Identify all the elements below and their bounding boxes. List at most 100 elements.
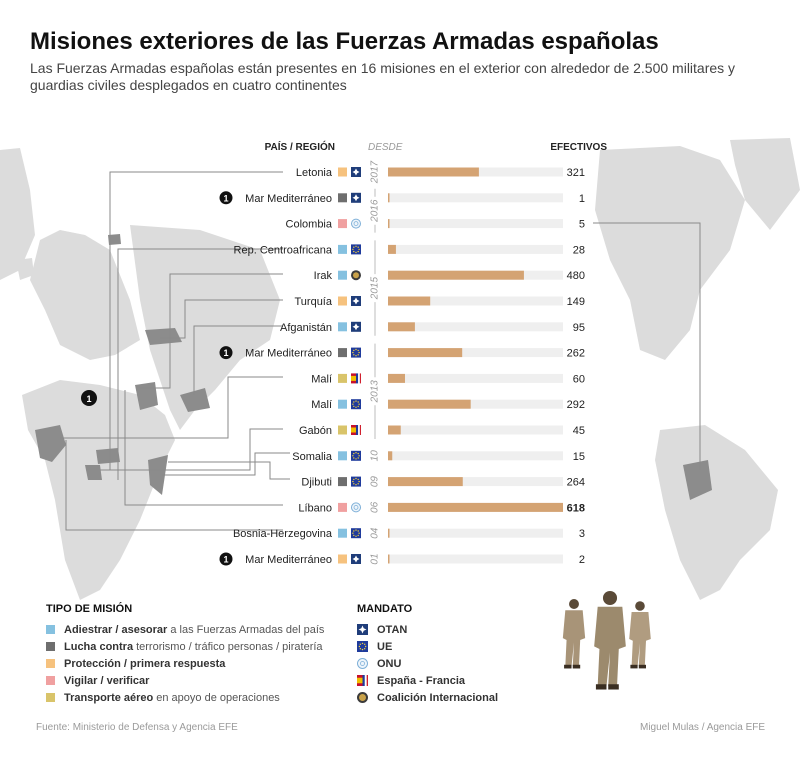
leader-line-7 [100,428,283,471]
onu-icon [357,658,368,669]
bar [388,296,431,306]
leader-line-5 [193,325,283,395]
country-label: Líbano [298,502,332,514]
value-label: 149 [567,296,585,308]
spain-france-flag-icon [351,373,361,384]
since-group: 06 [370,501,381,513]
iraq-highlight [135,382,158,410]
mandate-legend: MANDATO OTAN UE ONU España - Francia Coalici… [357,603,498,706]
bar [388,244,396,254]
mission-type-swatch [338,219,347,229]
mission-row: Mar Mediterráneo 1 262 [219,346,585,360]
value-label: 292 [567,399,585,411]
coalition-icon [357,692,368,703]
mission-legend-swatch [46,625,55,634]
since-group: 2015 [370,240,381,336]
country-label: Mar Mediterráneo [245,193,332,205]
onu-icon [357,658,368,669]
asia-shape [130,225,280,430]
mandate-legend-label: Coalición Internacional [377,691,499,704]
since-year-label: 04 [370,527,381,539]
country-label: Bosnia-Herzegovina [233,528,333,540]
since-year-label: 2016 [370,199,381,223]
since-group: 2013 [370,343,381,439]
mission-row: Somalia 15 [292,450,585,463]
bar-track [388,322,563,332]
mission-legend-item: Lucha contra terrorismo / tráfico persona… [46,638,324,655]
bar [388,502,563,512]
spain-france-flag-icon [357,675,368,686]
leader-line-4 [160,299,283,339]
leader-line-11 [65,440,283,531]
since-group: 04 [370,527,381,539]
mediterranean-marker-label: 1 [223,555,228,565]
bar-track [388,193,563,203]
mission-type-swatch [338,399,347,409]
mission-type-swatch [338,373,347,383]
mission-row: Gabón 45 [299,425,585,437]
mediterranean-marker [219,552,233,566]
since-group: 10 [370,450,381,462]
mission-row: Letonia 321 [296,167,585,179]
bar [388,322,415,332]
bar [388,477,463,487]
bar-track [388,425,563,435]
country-label: Gabón [299,425,332,437]
since-group: 2017 [370,160,381,184]
bar-track [388,373,563,383]
value-label: 45 [573,425,585,437]
mission-legend-item: Vigilar / verificar [46,672,324,689]
mandate-legend-item: UE [357,638,498,655]
bar-track [388,348,563,358]
bar [388,270,524,280]
mission-type-swatch [338,451,347,461]
since-year-label: 06 [370,501,381,513]
map-marker [81,390,97,406]
bar [388,193,390,203]
turkey-highlight [145,328,182,345]
leader-line-9 [168,461,290,480]
mission-type-swatch [338,244,347,254]
mission-legend-item: Protección / primera respuesta [46,655,324,672]
source-note: Fuente: Ministerio de Defensa y Agencia … [36,722,238,733]
europe-shape [30,230,140,360]
mission-type-swatch [338,502,347,512]
value-label: 1 [579,193,585,205]
bar-track [388,554,563,564]
mission-type-swatch [338,322,347,332]
ue-flag-icon [351,476,361,487]
country-label: Malí [311,373,332,385]
since-column-header: DESDE [368,142,403,153]
soldier-figure [594,590,626,690]
mission-row: Rep. Centroafricana 28 [234,244,585,256]
mission-row: Colombia 5 [286,218,585,231]
otan-icon [351,321,361,332]
small-island-shape [16,258,34,280]
leader-line-8 [162,452,290,476]
coalition-icon [351,270,361,281]
leader-line-10 [124,390,283,506]
bar [388,554,390,564]
value-label: 5 [579,219,585,231]
value-label: 264 [567,477,585,489]
mission-legend-detail: terrorismo / tráfico personas / piraterí… [136,640,323,653]
value-label: 321 [567,167,585,179]
credit-note: Miguel Mulas / Agencia EFE [640,722,766,733]
gabon-highlight [85,465,102,480]
otan-icon [351,296,361,306]
north-america-shape [595,146,745,360]
ue-flag-icon [351,399,361,410]
west-edge-shape [0,148,35,280]
since-year-label: 01 [370,553,381,564]
country-column-header: PAÍS / REGIÓN [265,140,335,153]
otan-icon [357,624,368,635]
bar-track [388,477,563,487]
bar [388,373,405,383]
bar-track [388,296,563,306]
somalia-highlight [148,455,168,495]
leader-lines [60,171,701,531]
africa-shape [22,380,175,600]
country-label: Malí [311,399,332,411]
otan-icon [357,624,368,635]
